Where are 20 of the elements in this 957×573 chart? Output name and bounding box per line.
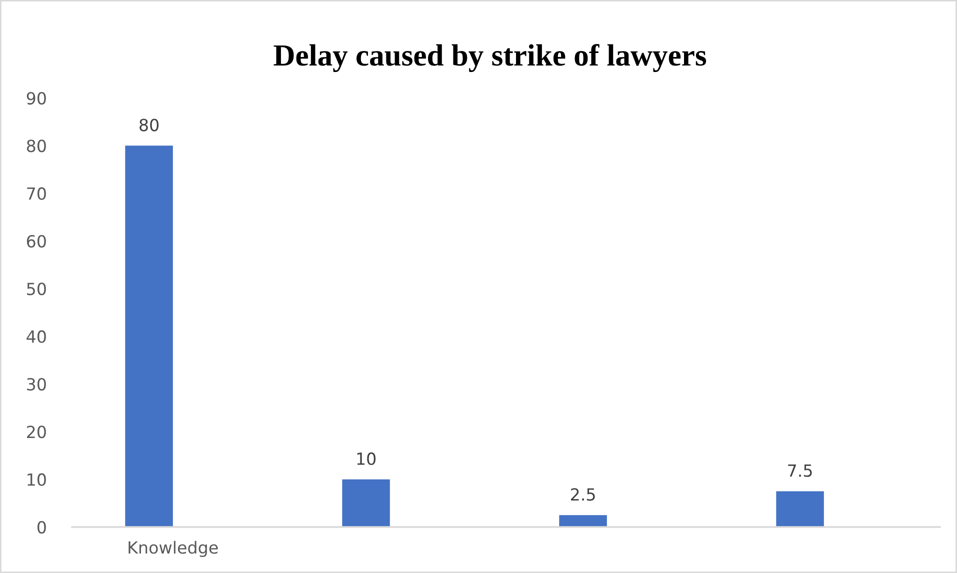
data-label: 80 <box>140 118 159 132</box>
y-tick-label: 80 <box>26 140 46 152</box>
y-tick-label: 90 <box>26 92 46 105</box>
bar <box>559 515 607 527</box>
y-tick-label: 10 <box>28 473 46 486</box>
data-label: 2.5 <box>571 488 595 501</box>
chart-title: Delay caused by strike of lawyers <box>274 44 706 72</box>
bar <box>776 491 824 527</box>
y-tick-label: 20 <box>27 426 46 438</box>
bar <box>342 479 390 527</box>
y-tick-label: 70 <box>27 187 46 200</box>
y-tick-label: 40 <box>26 330 46 343</box>
x-tick-label: Knowledge <box>128 540 218 558</box>
bar <box>125 146 173 527</box>
y-tick-label: 60 <box>26 234 46 248</box>
y-tick-label: 50 <box>27 282 46 296</box>
y-tick-label: 0 <box>37 520 46 534</box>
data-label: 10 <box>357 452 376 465</box>
y-tick-label: 30 <box>27 378 46 391</box>
data-label: 7.5 <box>788 464 812 477</box>
